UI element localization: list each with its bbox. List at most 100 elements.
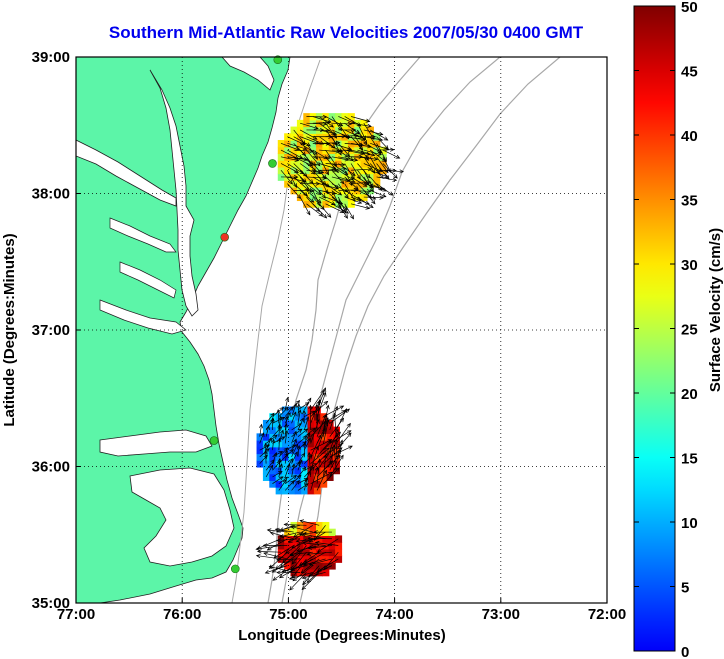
velocity-vector (382, 149, 400, 159)
velocity-vector (312, 156, 332, 158)
velocity-vector-head (301, 532, 307, 537)
velocity-vector (335, 408, 347, 431)
velocity-vector-head (323, 565, 328, 571)
velocity-vector-head (326, 213, 332, 218)
velocity-vector-head (289, 449, 295, 454)
velocity-vector (303, 416, 309, 431)
velocity-cell (262, 433, 270, 441)
velocity-vector (369, 136, 382, 154)
velocity-vector (331, 143, 352, 150)
velocity-vector-head (293, 533, 298, 538)
velocity-vector (369, 176, 382, 191)
velocity-vector-head (347, 432, 352, 438)
velocity-vector (306, 143, 318, 160)
velocity-cell (269, 433, 277, 441)
velocity-vector (272, 439, 275, 451)
velocity-vector (312, 190, 321, 206)
velocity-vector-head (331, 190, 337, 195)
velocity-vector-head (378, 137, 384, 142)
velocity-vector (284, 416, 288, 431)
velocity-vector-head (289, 552, 295, 557)
velocity-vector-head (279, 527, 284, 532)
velocity-vector-head (316, 201, 321, 207)
velocity-vector-head (389, 147, 395, 152)
velocity-vector-head (323, 469, 327, 475)
velocity-vector (312, 176, 330, 188)
velocity-vector-head (345, 134, 350, 140)
velocity-vector (363, 156, 376, 174)
velocity-vector (350, 136, 363, 150)
velocity-vector (270, 532, 294, 540)
velocity-vector-head (313, 125, 319, 130)
james-river (99, 299, 187, 335)
velocity-cell (301, 466, 309, 475)
velocity-cell (307, 487, 315, 495)
colorbar (633, 5, 676, 652)
albemarle-sound (99, 429, 213, 457)
velocity-vector (323, 467, 340, 484)
velocity-vector-head (306, 437, 311, 443)
velocity-vector (284, 430, 288, 444)
velocity-vector (265, 413, 275, 424)
velocity-cell (275, 487, 283, 495)
velocity-vector (304, 463, 318, 471)
velocity-vector (297, 402, 310, 411)
velocity-cell (322, 568, 330, 577)
velocity-vector-head (384, 145, 389, 150)
velocity-vector (369, 156, 381, 175)
velocity-vector (370, 183, 387, 192)
velocity-vector-head (290, 566, 296, 571)
velocity-vector-head (381, 193, 387, 198)
velocity-vector (363, 170, 373, 188)
velocity-cell (262, 446, 270, 455)
velocity-cell (256, 433, 264, 441)
velocity-vector-head (348, 445, 353, 450)
velocity-vector-head (317, 399, 322, 404)
velocity-vector (310, 467, 318, 491)
velocity-vector-head (290, 480, 295, 485)
velocity-cell (277, 535, 285, 543)
velocity-vector (344, 163, 355, 180)
velocity-vector-head (315, 161, 321, 167)
velocity-vector-head (327, 438, 332, 444)
velocity-vector (297, 453, 305, 464)
velocity-vector-head (378, 131, 384, 136)
velocity-vector-head (307, 536, 312, 541)
velocity-vector-head (303, 560, 309, 565)
velocity-vector (303, 477, 308, 491)
velocity-vector-head (332, 161, 337, 167)
velocity-vector (304, 428, 316, 437)
velocity-vector (313, 525, 326, 541)
rappahannock-river (109, 217, 177, 253)
velocity-vector-head (316, 567, 322, 572)
velocity-cell (282, 440, 289, 448)
velocity-cell (296, 562, 304, 570)
velocity-vector-head (283, 522, 289, 527)
velocity-vector-head (332, 412, 337, 417)
velocity-cell (316, 555, 323, 563)
velocity-vector (291, 480, 300, 491)
velocity-vector (299, 136, 320, 145)
velocity-vector (284, 480, 295, 491)
velocity-cell (313, 413, 321, 421)
colorbar-tick-label: 35 (681, 193, 698, 210)
velocity-vector (280, 551, 301, 568)
velocity-vector-head (280, 429, 284, 435)
velocity-vector-head (278, 463, 283, 468)
velocity-vector-head (347, 146, 353, 151)
velocity-cell (309, 562, 317, 570)
velocity-vector (363, 196, 384, 199)
velocity-vector (272, 452, 277, 464)
grid-lines (76, 57, 607, 603)
velocity-vector-head (378, 168, 383, 172)
velocity-vector (334, 413, 337, 437)
velocity-vector (293, 129, 306, 145)
velocity-cell (328, 542, 336, 550)
velocity-vector (319, 163, 336, 169)
velocity-vector-head (313, 155, 318, 160)
velocity-cell (307, 413, 315, 421)
velocity-cell (335, 555, 343, 563)
velocity-vector (350, 149, 371, 155)
velocity-vector (306, 122, 327, 125)
velocity-vector-head (277, 437, 282, 443)
